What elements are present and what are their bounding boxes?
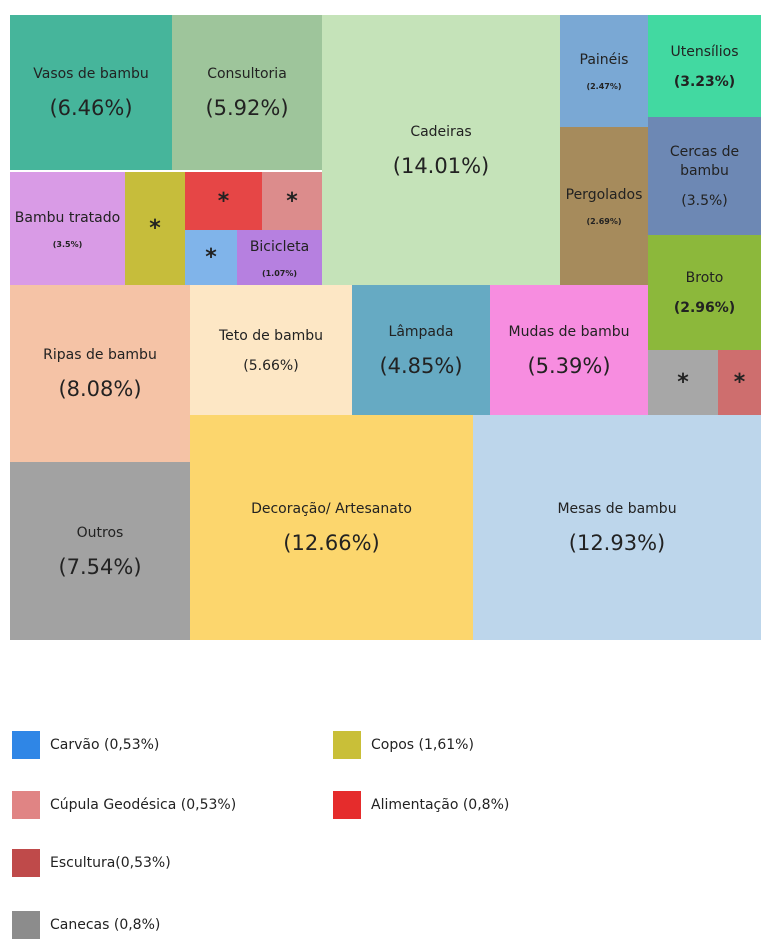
legend-label: Alimentação (0,8%) bbox=[371, 797, 510, 813]
tile: Broto (2.96%) bbox=[648, 235, 761, 350]
tile: * bbox=[262, 172, 322, 230]
tile-value-label: (3.23%) bbox=[673, 73, 736, 90]
tile-label: Cadeiras bbox=[410, 123, 472, 140]
tile-value-label: (3.5%) bbox=[681, 193, 728, 209]
tile-value-label: (5.39%) bbox=[527, 353, 611, 378]
tile: Bambu tratado (3.5%) bbox=[10, 172, 125, 285]
tile-label: Lâmpada bbox=[388, 323, 454, 340]
tile-label: Decoração/ Artesanato bbox=[251, 501, 412, 517]
legend-label: Carvão (0,53%) bbox=[50, 737, 160, 753]
tile-label: Consultoria bbox=[207, 66, 287, 82]
tile-value-label: (6.46%) bbox=[49, 96, 133, 120]
legend-swatch bbox=[12, 791, 40, 819]
tile: Cercas de bambu (3.5%) bbox=[648, 117, 761, 235]
tile: Mesas de bambu (12.93%) bbox=[473, 415, 761, 640]
legend-item: Alimentação (0,8%) bbox=[333, 791, 509, 819]
legend-label: Copos (1,61%) bbox=[371, 737, 474, 753]
legend-label: Canecas (0,8%) bbox=[50, 917, 161, 933]
tile-value-label: (14.01%) bbox=[392, 153, 490, 178]
tile-label: Vasos de bambu bbox=[33, 66, 149, 82]
tile-label: * bbox=[733, 370, 746, 395]
tile-value-label: (3.5%) bbox=[52, 239, 83, 249]
tile-label: * bbox=[677, 370, 689, 395]
legend-item: Cúpula Geodésica (0,53%) bbox=[12, 791, 236, 819]
tile-label: * bbox=[149, 216, 161, 241]
legend-swatch bbox=[12, 911, 40, 939]
legend-item: Canecas (0,8%) bbox=[12, 911, 160, 939]
tile: * bbox=[185, 172, 262, 230]
legend-item: Copos (1,61%) bbox=[333, 731, 474, 759]
tile: Decoração/ Artesanato (12.66%) bbox=[190, 415, 473, 640]
tile-label: Ripas de bambu bbox=[43, 347, 157, 363]
tile-label: Bicicleta bbox=[249, 238, 310, 255]
tile-value-label: (2.47%) bbox=[586, 82, 622, 91]
tile-label: * bbox=[205, 245, 217, 270]
tile: Pergolados (2.69%) bbox=[560, 127, 648, 285]
tile: Teto de bambu (5.66%) bbox=[190, 285, 352, 415]
tile-value-label: (2.69%) bbox=[586, 217, 622, 226]
tile: Bicicleta (1.07%) bbox=[237, 230, 322, 285]
tile: * bbox=[648, 350, 718, 415]
tile-label: Bambu tratado bbox=[14, 209, 121, 226]
legend-swatch bbox=[333, 791, 361, 819]
tile-label: Pergolados bbox=[565, 187, 643, 203]
tile-label: Cercas de bambu bbox=[669, 144, 740, 179]
tile-label: * bbox=[217, 188, 230, 214]
tile-label: Mudas de bambu bbox=[508, 323, 630, 340]
tile-value-label: (5.66%) bbox=[243, 357, 299, 374]
legend-swatch bbox=[12, 849, 40, 877]
tile-label: Utensílios bbox=[670, 43, 739, 60]
legend-item: Carvão (0,53%) bbox=[12, 731, 159, 759]
tile: Cadeiras (14.01%) bbox=[322, 15, 560, 285]
tile: Vasos de bambu (6.46%) bbox=[10, 15, 172, 170]
tile: Outros (7.54%) bbox=[10, 462, 190, 640]
tile: Ripas de bambu (8.08%) bbox=[10, 285, 190, 462]
tile-label: * bbox=[286, 188, 298, 214]
tile-value-label: (8.08%) bbox=[58, 377, 142, 401]
tile-value-label: (1.07%) bbox=[261, 268, 298, 278]
tile: Utensílios (3.23%) bbox=[648, 15, 761, 117]
legend-swatch bbox=[333, 731, 361, 759]
tile-value-label: (4.85%) bbox=[379, 353, 463, 378]
tile-value-label: (12.66%) bbox=[283, 531, 380, 555]
tile-label: Teto de bambu bbox=[218, 327, 324, 344]
tile: Painéis (2.47%) bbox=[560, 15, 648, 127]
tile-label: Mesas de bambu bbox=[557, 501, 677, 517]
tile-value-label: (7.54%) bbox=[58, 554, 142, 579]
legend-label: Escultura(0,53%) bbox=[50, 855, 171, 871]
legend-swatch bbox=[12, 731, 40, 759]
tile-value-label: (5.92%) bbox=[205, 96, 289, 120]
tile: Mudas de bambu (5.39%) bbox=[490, 285, 648, 415]
tile: Lâmpada (4.85%) bbox=[352, 285, 490, 415]
legend-item: Escultura(0,53%) bbox=[12, 849, 171, 877]
legend-label: Cúpula Geodésica (0,53%) bbox=[50, 797, 237, 813]
tile: * bbox=[125, 172, 185, 285]
tile-label: Broto bbox=[685, 270, 724, 286]
tile-value-label: (2.96%) bbox=[673, 300, 736, 316]
tile: * bbox=[718, 350, 761, 415]
tile-value-label: (12.93%) bbox=[568, 531, 666, 555]
tile-label: Painéis bbox=[579, 52, 629, 68]
tile: * bbox=[185, 230, 237, 285]
tile-label: Outros bbox=[76, 524, 124, 541]
tile: Consultoria (5.92%) bbox=[172, 15, 322, 170]
